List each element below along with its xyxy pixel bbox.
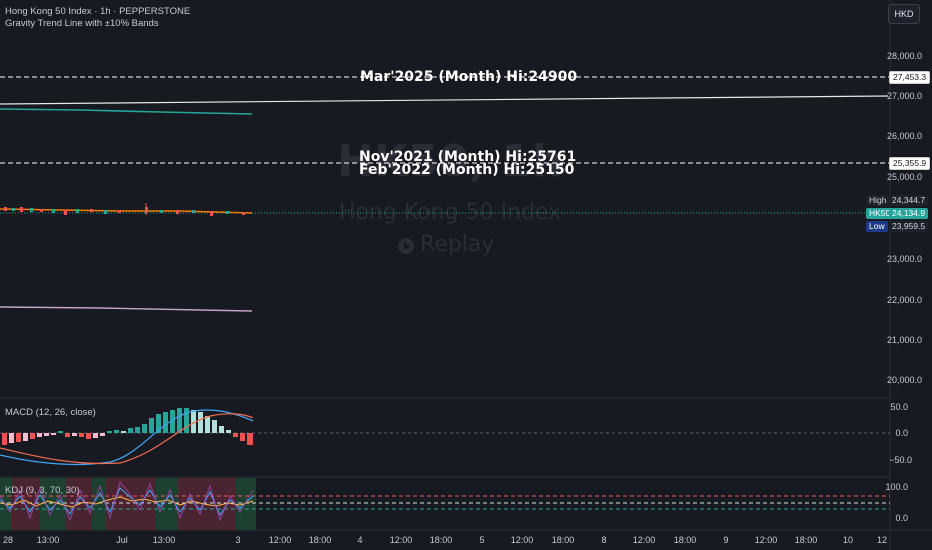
low-value: 23,959.5	[889, 221, 929, 232]
kdj-k-line	[0, 487, 254, 517]
candle	[12, 208, 15, 211]
candle	[118, 210, 121, 213]
candle	[145, 207, 148, 213]
level-price-tag-mar2025[interactable]: 27,453.3	[889, 71, 931, 84]
x-tick: 18:00	[551, 535, 575, 545]
candle	[64, 210, 67, 215]
replay-icon	[396, 236, 416, 261]
trend-lower-band	[0, 306, 253, 312]
indicator-title[interactable]: Gravity Trend Line with ±10% Bands	[5, 18, 159, 29]
x-tick: 18:00	[673, 535, 697, 545]
macd-tick: −50.0	[889, 455, 912, 465]
x-tick: 12:00	[510, 535, 534, 545]
macd-line	[0, 409, 254, 466]
y-tick: 28,000.0	[886, 51, 922, 61]
x-tick: 12:00	[268, 535, 292, 545]
symbol-title[interactable]: Hong Kong 50 Index · 1h · PEPPERSTONE	[5, 6, 191, 17]
high-label: High	[866, 195, 890, 206]
level-label-mar2025[interactable]: Mar'2025 (Month) Hi:24900	[360, 69, 578, 85]
x-tick: 28	[2, 535, 14, 545]
macd-signal-line	[0, 413, 254, 465]
kdj-tick: 100.0	[885, 482, 908, 492]
y-tick: 25,000.0	[886, 172, 922, 182]
price-ma-line	[0, 208, 253, 214]
y-tick: 23,000.0	[886, 254, 922, 264]
candle	[226, 211, 229, 214]
candles[interactable]	[0, 203, 253, 216]
current-price-tag[interactable]: 24,134.9	[889, 208, 929, 219]
x-tick: 5	[479, 535, 485, 545]
level-price-tag-nov2021[interactable]: 25,355.9	[889, 157, 931, 170]
high-value: 24,344.7	[889, 195, 929, 206]
trend-upper-band	[0, 95, 889, 105]
current-symbol-tag: HK50	[866, 208, 894, 219]
candle	[176, 210, 179, 214]
x-tick: 8	[601, 535, 607, 545]
candle	[76, 209, 79, 213]
x-tick: 3	[235, 535, 241, 545]
x-tick: Jul	[116, 535, 128, 545]
macd-histogram	[2, 408, 253, 445]
macd-title[interactable]: MACD (12, 26, close)	[5, 407, 96, 418]
x-tick: 18:00	[308, 535, 332, 545]
candle	[30, 208, 33, 212]
y-tick: 20,000.0	[886, 375, 922, 385]
candle	[242, 212, 245, 215]
candle	[90, 209, 93, 212]
x-tick: 13:00	[152, 535, 176, 545]
macd-tick: 0.0	[895, 428, 908, 438]
candle	[210, 211, 213, 216]
x-tick: 4	[357, 535, 363, 545]
candle	[160, 210, 163, 213]
candle	[20, 207, 23, 212]
candle	[52, 209, 55, 213]
x-tick: 18:00	[429, 535, 453, 545]
candle	[192, 210, 195, 213]
candle	[40, 209, 43, 212]
low-label: Low	[866, 221, 888, 232]
x-tick: 12	[876, 535, 888, 545]
x-tick: 13:00	[36, 535, 60, 545]
y-tick: 26,000.0	[886, 131, 922, 141]
y-tick: 22,000.0	[886, 295, 922, 305]
kdj-tick: 0.0	[895, 513, 908, 523]
watermark-replay-label: Replay	[420, 232, 495, 257]
candle	[104, 210, 107, 214]
watermark-replay: Replay	[396, 232, 516, 260]
trend-middle	[0, 108, 253, 115]
level-label-nov2021[interactable]: Nov'2021 (Month) Hi:25761	[359, 149, 577, 165]
x-tick: 12:00	[754, 535, 778, 545]
x-tick: 18:00	[794, 535, 818, 545]
level-label-feb2022[interactable]: Feb'2022 (Month) Hi:25150	[359, 162, 575, 178]
kdj-d-line	[0, 496, 254, 508]
macd-tick: 50.0	[890, 402, 908, 412]
y-tick: 27,000.0	[886, 91, 922, 101]
candle	[4, 207, 7, 211]
y-tick: 21,000.0	[886, 335, 922, 345]
kdj-title[interactable]: KDJ (9, 3, 70, 30)	[5, 485, 80, 496]
kdj-j-line	[0, 480, 254, 522]
x-tick: 10	[842, 535, 854, 545]
x-tick: 9	[723, 535, 729, 545]
currency-button[interactable]: HKD	[888, 4, 920, 24]
x-tick: 12:00	[389, 535, 413, 545]
x-tick: 12:00	[632, 535, 656, 545]
watermark-ticker: HK50, 1h	[336, 136, 564, 187]
